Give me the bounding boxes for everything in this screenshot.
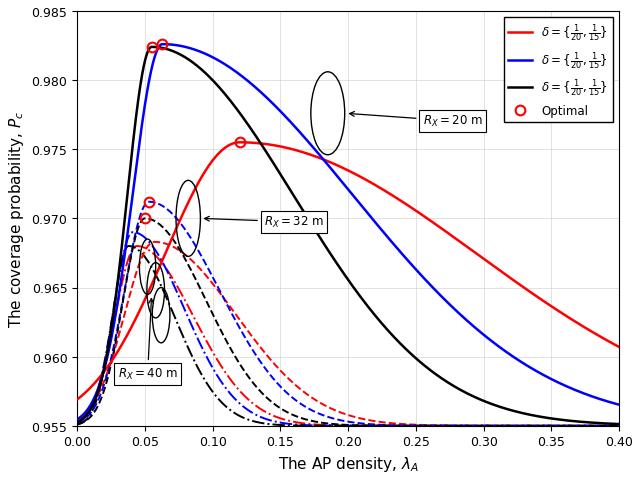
Legend: $\delta = \{\frac{1}{20}, \frac{1}{15}\}$, $\delta = \{\frac{1}{20}, \frac{1}{15: $\delta = \{\frac{1}{20}, \frac{1}{15}\}… bbox=[504, 18, 613, 123]
X-axis label: The AP density, $\lambda_A$: The AP density, $\lambda_A$ bbox=[278, 454, 419, 473]
Text: $R_X = 32$ m: $R_X = 32$ m bbox=[205, 215, 324, 230]
Y-axis label: The coverage probability, $P_c$: The coverage probability, $P_c$ bbox=[7, 110, 26, 327]
Text: $R_X = 20$ m: $R_X = 20$ m bbox=[349, 112, 483, 129]
Text: $R_X = 40$ m: $R_X = 40$ m bbox=[118, 299, 177, 382]
